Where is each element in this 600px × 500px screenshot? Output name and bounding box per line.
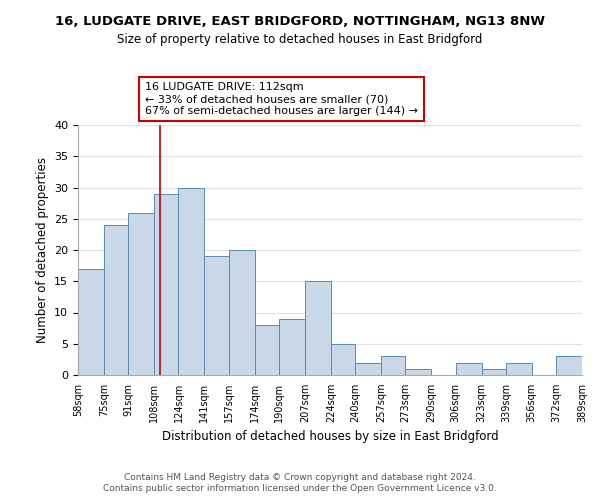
Text: Contains public sector information licensed under the Open Government Licence v3: Contains public sector information licen… [103, 484, 497, 493]
Bar [556, 356, 582, 375]
Text: 16, LUDGATE DRIVE, EAST BRIDGFORD, NOTTINGHAM, NG13 8NW: 16, LUDGATE DRIVE, EAST BRIDGFORD, NOTTI… [55, 15, 545, 28]
Bar [482, 369, 506, 375]
X-axis label: Distribution of detached houses by size in East Bridgford: Distribution of detached houses by size … [161, 430, 499, 444]
Text: Contains HM Land Registry data © Crown copyright and database right 2024.: Contains HM Land Registry data © Crown c… [124, 472, 476, 482]
Text: Size of property relative to detached houses in East Bridgford: Size of property relative to detached ho… [118, 32, 482, 46]
Bar [104, 225, 128, 375]
Y-axis label: Number of detached properties: Number of detached properties [35, 157, 49, 343]
Bar [78, 269, 104, 375]
Bar [154, 194, 178, 375]
Bar [406, 369, 431, 375]
Bar [455, 362, 482, 375]
Bar [254, 325, 279, 375]
Bar [279, 319, 305, 375]
Bar [205, 256, 229, 375]
Text: 16 LUDGATE DRIVE: 112sqm
← 33% of detached houses are smaller (70)
67% of semi-d: 16 LUDGATE DRIVE: 112sqm ← 33% of detach… [145, 82, 418, 116]
Bar [178, 188, 205, 375]
Bar [381, 356, 406, 375]
Bar [331, 344, 355, 375]
Bar [355, 362, 381, 375]
Bar [229, 250, 254, 375]
Bar [506, 362, 532, 375]
Bar [128, 212, 154, 375]
Bar [305, 281, 331, 375]
